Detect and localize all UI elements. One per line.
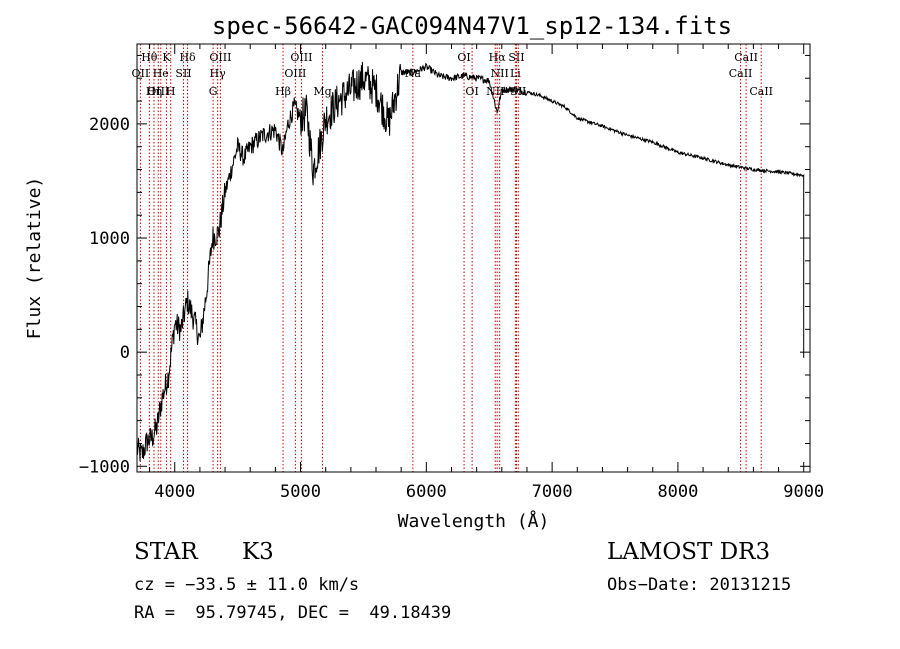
x-tick-label: 9000 <box>783 482 824 502</box>
line-label-25: CaII <box>734 51 758 64</box>
x-axis-label: Wavelength (Å) <box>398 510 550 532</box>
y-tick-label: 2000 <box>89 115 130 135</box>
object-class: STAR <box>134 539 198 565</box>
survey-label: LAMOST DR3 <box>607 539 771 565</box>
line-label-27: CaII <box>749 85 773 98</box>
line-label-0: Hθ <box>141 51 158 64</box>
spectrum-line <box>136 61 805 462</box>
line-label-1: OII <box>132 67 150 80</box>
line-label-18: OI <box>465 85 478 98</box>
line-label-10: Hγ <box>210 67 227 80</box>
y-axis-label: Flux (relative) <box>24 177 45 340</box>
line-label-4: He <box>153 67 169 80</box>
y-tick-label: 0 <box>120 343 130 363</box>
line-label-17: OI <box>457 51 470 64</box>
x-tick-label: 6000 <box>406 482 447 502</box>
plot-frame <box>136 43 811 473</box>
line-label-3: K <box>162 51 171 64</box>
line-label-9: OIII <box>209 51 231 64</box>
observation-date: Obs−Date: 20131215 <box>607 575 792 595</box>
line-label-22: SII <box>508 51 524 64</box>
chart-title: spec-56642-GAC094N47V1_sp12-134.fits <box>212 12 732 40</box>
line-label-8: H <box>166 85 176 98</box>
line-label-5: Hη <box>146 85 162 98</box>
line-label-21: NII <box>486 85 504 98</box>
line-label-13: OIII <box>284 67 306 80</box>
line-label-15: Mg <box>313 85 331 98</box>
line-label-23: Li <box>510 67 521 80</box>
sky-coordinates: RA = 95.79745, DEC = 49.18439 <box>134 603 452 623</box>
object-subclass: K3 <box>242 539 274 565</box>
line-label-14: Hβ <box>275 85 291 98</box>
x-tick-label: 8000 <box>657 482 698 502</box>
line-label-6: Hδ <box>179 51 196 64</box>
line-label-12: OIII <box>290 51 312 64</box>
line-label-20: NII <box>491 67 509 80</box>
x-tick-label: 4000 <box>154 482 195 502</box>
x-tick-label: 7000 <box>532 482 573 502</box>
line-label-2: OIII <box>147 85 169 98</box>
x-tick-label: 5000 <box>280 482 321 502</box>
line-label-19: Hα <box>489 51 507 64</box>
y-tick-label: 1000 <box>89 229 130 249</box>
line-label-26: CaII <box>729 67 753 80</box>
line-label-11: G <box>209 85 218 98</box>
y-tick-label: −1000 <box>79 457 130 477</box>
line-label-7: SII <box>175 67 191 80</box>
redshift-velocity: cz = −33.5 ± 11.0 km/s <box>134 575 360 595</box>
